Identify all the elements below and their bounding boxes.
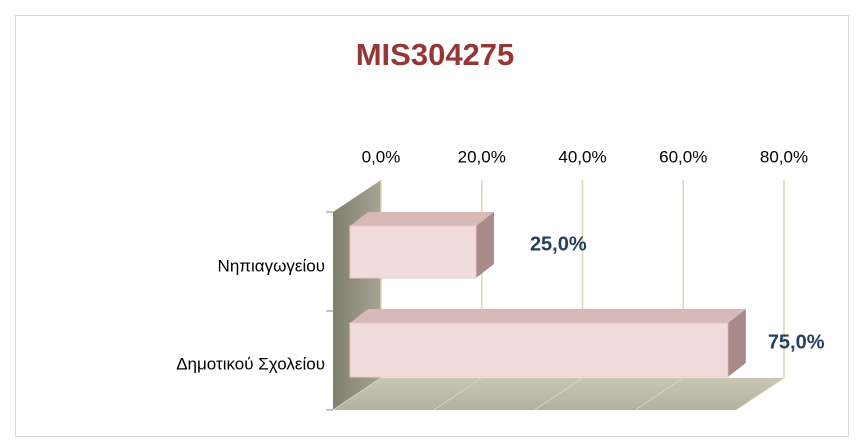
floor-grid-line bbox=[433, 377, 483, 411]
chart-title: MIS304275 bbox=[356, 37, 515, 72]
bar-side bbox=[727, 309, 746, 377]
floor-grid-line bbox=[332, 377, 382, 411]
floor-grid-line bbox=[634, 377, 684, 411]
x-tick-label: 40,0% bbox=[558, 147, 606, 166]
bar bbox=[349, 322, 729, 378]
data-label: 75,0% bbox=[768, 331, 825, 353]
bar-side bbox=[475, 212, 494, 278]
bar-top bbox=[350, 212, 494, 226]
floor-grid-line bbox=[534, 377, 583, 411]
data-label: 25,0% bbox=[530, 233, 587, 255]
x-tick-label: 0,0% bbox=[362, 147, 401, 166]
y-tick-label: Δημοτικού Σχολείου bbox=[176, 354, 325, 373]
bar-top bbox=[350, 309, 746, 323]
floor-grid-line bbox=[735, 377, 785, 411]
y-tick-label: Νηπιαγωγείου bbox=[218, 256, 325, 275]
x-tick-label: 20,0% bbox=[458, 147, 506, 166]
x-tick-label: 80,0% bbox=[760, 147, 808, 166]
x-tick-label: 60,0% bbox=[659, 147, 707, 166]
bar bbox=[349, 225, 477, 279]
